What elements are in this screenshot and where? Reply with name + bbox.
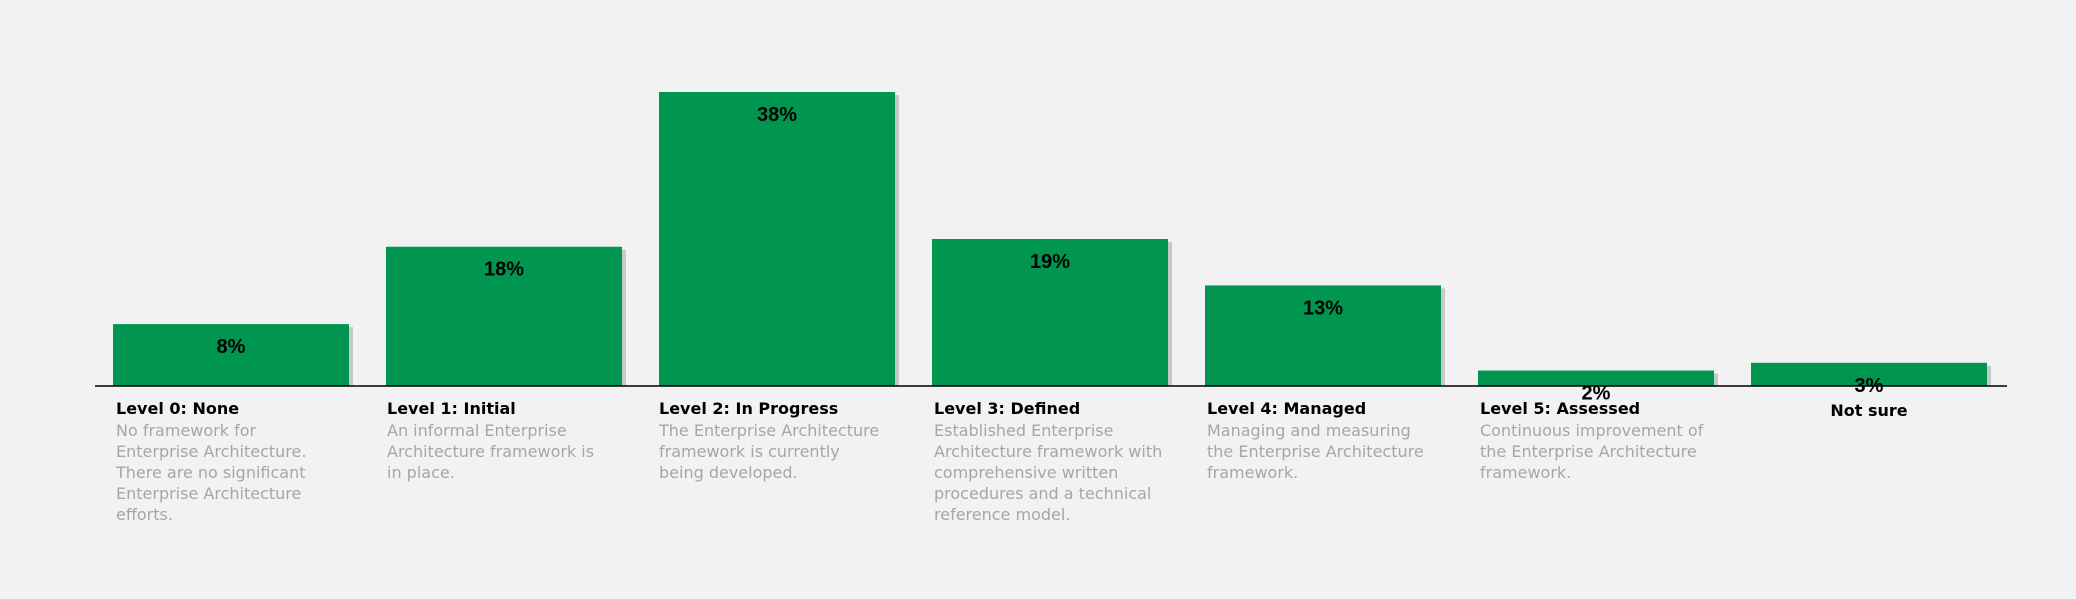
category-level-4: Level 4: Managed Managing and measuring … [1207,398,1432,483]
category-level-3: Level 3: Defined Established Enterprise … [934,398,1164,525]
bar-1 [386,246,622,386]
category-description: An informal Enterprise Architecture fram… [387,421,595,482]
category-title: Not sure [1830,401,1908,420]
category-description: No framework for Enterprise Architecture… [116,421,307,524]
bar-3 [932,239,1168,386]
category-level-1: Level 1: Initial An informal Enterprise … [387,398,612,483]
value-label-1: 18% [484,259,524,281]
bar-4 [1205,285,1441,386]
category-title: Level 2: In Progress [659,399,839,418]
category-title: Level 0: None [116,399,240,418]
category-title: Level 4: Managed [1207,399,1367,418]
bar-0 [113,324,349,386]
bars-layer [113,92,1991,386]
category-not-sure: Not sure [1751,400,1987,422]
category-title: Level 1: Initial [387,399,516,418]
category-level-2: Level 2: In Progress The Enterprise Arch… [659,398,884,483]
category-description: Managing and measuring the Enterprise Ar… [1207,421,1424,482]
value-label-5: 2% [1582,383,1611,405]
value-label-2: 38% [757,104,797,126]
category-title: Level 3: Defined [934,399,1081,418]
value-label-4: 13% [1303,297,1343,319]
bar-2 [659,92,895,386]
category-description: Continuous improvement of the Enterprise… [1480,421,1704,482]
value-label-3: 19% [1030,251,1070,273]
category-description: The Enterprise Architecture framework is… [659,421,880,482]
bar-6 [1751,362,1987,386]
bar-5 [1478,370,1714,386]
category-level-5: Level 5: Assessed Continuous improvement… [1480,398,1705,483]
value-label-0: 8% [217,336,246,358]
category-description: Established Enterprise Architecture fram… [934,421,1163,524]
category-level-0: Level 0: None No framework for Enterpris… [116,398,336,525]
category-title: Level 5: Assessed [1480,399,1641,418]
